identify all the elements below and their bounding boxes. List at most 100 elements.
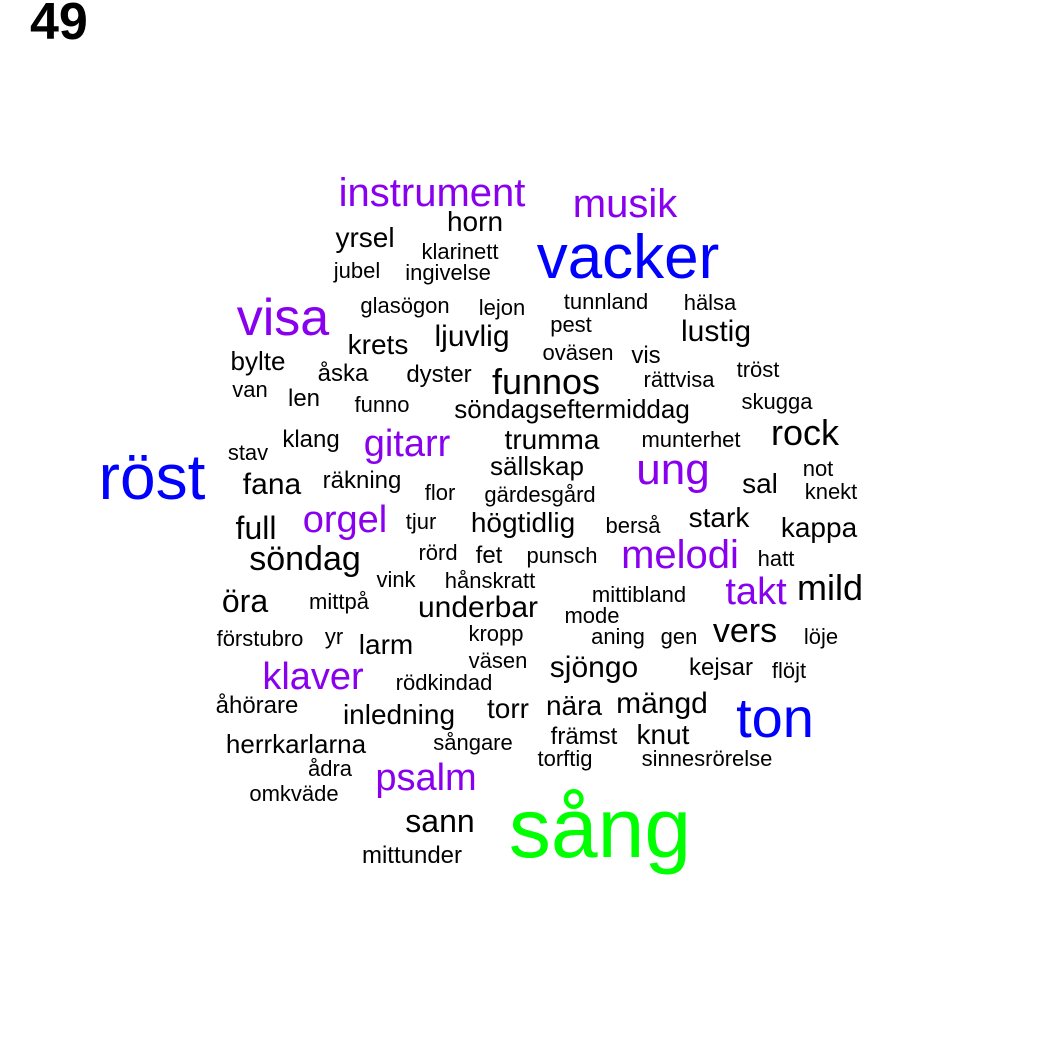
cloud-word: psalm bbox=[375, 757, 477, 799]
cloud-word: takt bbox=[725, 571, 787, 613]
cloud-word: rättvisa bbox=[643, 367, 715, 392]
cloud-word: vers bbox=[712, 612, 778, 650]
cloud-word: lejon bbox=[478, 295, 526, 320]
cloud-word: ung bbox=[636, 445, 710, 494]
cloud-word: funno bbox=[354, 392, 410, 417]
cloud-word: glasögon bbox=[360, 293, 450, 318]
cloud-word: funnos bbox=[491, 361, 601, 402]
cloud-word: aning bbox=[591, 624, 645, 649]
cloud-word: rock bbox=[770, 412, 840, 453]
cloud-word: förstubro bbox=[216, 626, 304, 651]
cloud-word: åhörare bbox=[215, 692, 299, 719]
cloud-word: omkväde bbox=[249, 781, 339, 806]
cloud-word: full bbox=[235, 510, 277, 546]
cloud-word: tjur bbox=[405, 509, 437, 534]
cloud-word: söndagseftermiddag bbox=[454, 394, 690, 424]
cloud-word: vacker bbox=[536, 223, 720, 292]
cloud-word: väsen bbox=[468, 648, 528, 673]
cloud-word: jubel bbox=[333, 258, 381, 283]
cloud-word: torr bbox=[487, 693, 529, 724]
cloud-word: räkning bbox=[322, 467, 402, 494]
cloud-word: sångare bbox=[433, 730, 513, 755]
cloud-word: stav bbox=[227, 440, 269, 465]
cloud-word: klaver bbox=[262, 656, 364, 698]
cloud-word: bylte bbox=[230, 346, 286, 376]
cloud-word: ingivelse bbox=[405, 260, 491, 285]
cloud-word: gärdesgård bbox=[484, 482, 596, 507]
cloud-word: hälsa bbox=[683, 290, 737, 315]
cloud-word: kejsar bbox=[688, 654, 754, 681]
cloud-word: punsch bbox=[526, 543, 598, 568]
cloud-word: underbar bbox=[417, 591, 539, 624]
cloud-word: rödkindad bbox=[395, 670, 493, 695]
cloud-word: främst bbox=[550, 723, 618, 750]
cloud-word: yr bbox=[324, 624, 344, 649]
page-number: 49 bbox=[30, 0, 88, 51]
cloud-word: herrkarlarna bbox=[225, 729, 367, 759]
cloud-word: hånskratt bbox=[444, 568, 536, 593]
cloud-word: klarinett bbox=[421, 239, 499, 264]
cloud-word: knut bbox=[636, 719, 690, 750]
cloud-word: sann bbox=[405, 803, 475, 839]
cloud-word: mittunder bbox=[361, 842, 463, 869]
cloud-word: sång bbox=[508, 781, 692, 875]
cloud-word: gitarr bbox=[363, 423, 451, 465]
cloud-word: mode bbox=[564, 603, 620, 628]
cloud-word: van bbox=[232, 377, 268, 402]
cloud-word: nära bbox=[545, 690, 603, 721]
cloud-word: sjöngo bbox=[549, 651, 639, 684]
cloud-word: pest bbox=[550, 312, 592, 337]
cloud-word: mittpå bbox=[309, 589, 369, 614]
cloud-word: mängd bbox=[616, 687, 708, 720]
cloud-word: visa bbox=[236, 289, 330, 347]
cloud-word: ton bbox=[736, 686, 814, 749]
cloud-word: vis bbox=[631, 342, 661, 369]
cloud-word: melodi bbox=[621, 533, 739, 577]
cloud-word: tunnland bbox=[563, 289, 649, 314]
cloud-word: dyster bbox=[406, 361, 472, 388]
cloud-word: klang bbox=[282, 426, 340, 453]
cloud-word: lustig bbox=[680, 315, 752, 348]
cloud-word: torftig bbox=[537, 746, 593, 771]
cloud-word: munterhet bbox=[641, 427, 741, 452]
cloud-word: stark bbox=[688, 502, 750, 533]
cloud-word: sällskap bbox=[490, 451, 584, 481]
cloud-word: horn bbox=[446, 206, 504, 237]
cloud-word: högtidlig bbox=[470, 507, 576, 538]
cloud-word: orgel bbox=[302, 499, 388, 541]
cloud-word: larm bbox=[358, 629, 414, 660]
cloud-word: fana bbox=[242, 468, 302, 501]
cloud-word: berså bbox=[605, 513, 661, 538]
cloud-word: mild bbox=[796, 567, 864, 608]
cloud-word: ådra bbox=[307, 756, 353, 781]
cloud-word: sinnesrörelse bbox=[641, 746, 773, 771]
cloud-word: ljuvlig bbox=[434, 320, 510, 353]
cloud-word: röst bbox=[98, 441, 206, 513]
cloud-word: sal bbox=[742, 468, 778, 499]
cloud-word: tröst bbox=[736, 357, 780, 382]
cloud-word: musik bbox=[572, 182, 678, 226]
cloud-word: knekt bbox=[804, 479, 858, 504]
cloud-word: trumma bbox=[504, 424, 600, 455]
cloud-word: inledning bbox=[342, 699, 456, 730]
cloud-word: öra bbox=[221, 583, 269, 619]
cloud-word: oväsen bbox=[542, 340, 614, 365]
cloud-word: not bbox=[802, 456, 834, 481]
cloud-word: gen bbox=[660, 624, 698, 649]
cloud-word: åska bbox=[317, 360, 369, 387]
cloud-word: rörd bbox=[418, 540, 458, 565]
cloud-word: skugga bbox=[741, 389, 813, 414]
cloud-word: söndag bbox=[249, 540, 361, 578]
cloud-word: len bbox=[287, 385, 321, 412]
cloud-word: flöjt bbox=[771, 658, 807, 683]
cloud-word: krets bbox=[347, 329, 409, 360]
cloud-word: mittibland bbox=[591, 582, 687, 607]
cloud-word: kappa bbox=[780, 512, 858, 543]
cloud-word: löje bbox=[803, 624, 839, 649]
cloud-word: flor bbox=[424, 480, 456, 505]
cloud-word: kropp bbox=[468, 621, 524, 646]
cloud-word: fet bbox=[475, 542, 503, 569]
cloud-word: yrsel bbox=[335, 222, 395, 253]
cloud-word: vink bbox=[376, 567, 416, 592]
